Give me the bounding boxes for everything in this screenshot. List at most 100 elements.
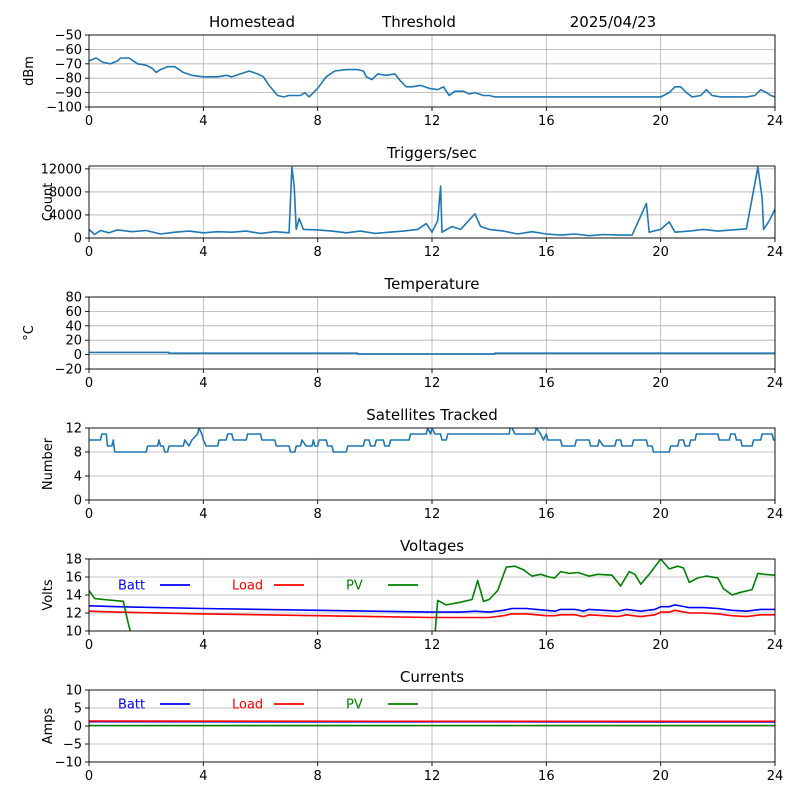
y-tick-label: −50	[55, 29, 82, 44]
x-tick-label: 20	[652, 245, 669, 260]
x-tick-label: 12	[424, 245, 441, 260]
x-tick-label: 20	[652, 638, 669, 653]
x-tick-label: 8	[314, 245, 322, 260]
x-tick-label: 12	[424, 114, 441, 129]
y-tick-label: 0	[74, 494, 82, 509]
y-tick-label: 12	[65, 607, 82, 622]
x-tick-label: 12	[424, 507, 441, 522]
y-tick-label: −5	[63, 738, 82, 753]
series-line	[89, 57, 775, 98]
x-tick-label: 24	[767, 638, 784, 653]
chart-panel: 0 4 8 12 16 20 24 10 12 14 16 18 Voltages Volts Batt Lo…	[41, 537, 783, 653]
y-tick-label: 8000	[49, 185, 82, 200]
x-tick-label: 0	[85, 769, 93, 784]
y-tick-label: 10	[65, 684, 82, 699]
y-tick-label: 5	[74, 702, 82, 717]
x-tick-label: 4	[199, 376, 207, 391]
series-line-load	[89, 609, 775, 619]
x-tick-label: 24	[767, 245, 784, 260]
chart-panel: 0 4 8 12 16 20 24 −10 −5 0 5 10 Currents Amps Batt Load…	[41, 668, 783, 784]
x-tick-label: 16	[538, 769, 555, 784]
y-tick-label: 4	[74, 470, 82, 485]
x-tick-label: 4	[199, 769, 207, 784]
legend-label: PV	[346, 579, 363, 594]
y-tick-label: 20	[65, 334, 82, 349]
y-tick-label: 60	[65, 305, 82, 320]
y-tick-label: 40	[65, 319, 82, 334]
y-tick-label: −60	[55, 43, 82, 58]
x-tick-label: 8	[314, 769, 322, 784]
series-line-pv	[89, 559, 775, 631]
y-tick-label: 10	[65, 625, 82, 640]
y-tick-label: 16	[65, 571, 82, 586]
x-tick-label: 24	[767, 769, 784, 784]
chart-title: Triggers/sec	[386, 144, 477, 162]
legend-label: PV	[346, 698, 363, 713]
y-tick-label: 0	[74, 720, 82, 735]
series-line	[89, 351, 775, 355]
y-tick-label: 80	[65, 291, 82, 306]
y-tick-label: −100	[46, 101, 82, 116]
y-axis-label: Amps	[41, 707, 56, 744]
x-tick-label: 4	[199, 114, 207, 129]
y-axis-label: dBm	[22, 56, 37, 86]
x-tick-label: 4	[199, 507, 207, 522]
x-tick-label: 0	[85, 114, 93, 129]
x-tick-label: 12	[424, 638, 441, 653]
chart-panel: 0 4 8 12 16 20 24 0 4 8 12 Satellites Tracked Number	[41, 406, 783, 522]
y-tick-label: 4000	[49, 208, 82, 223]
chart-title: Voltages	[400, 537, 464, 555]
y-axis-label: °C	[22, 325, 37, 341]
series-line	[89, 166, 775, 237]
x-tick-label: 20	[652, 376, 669, 391]
x-tick-label: 8	[314, 507, 322, 522]
legend-label: Load	[232, 579, 263, 594]
x-tick-label: 8	[314, 114, 322, 129]
x-tick-label: 8	[314, 638, 322, 653]
x-tick-label: 16	[538, 638, 555, 653]
x-tick-label: 24	[767, 376, 784, 391]
legend-label: Batt	[118, 579, 145, 594]
x-tick-label: 20	[652, 507, 669, 522]
y-tick-label: 0	[74, 348, 82, 363]
y-tick-label: −90	[55, 86, 82, 101]
y-tick-label: −80	[55, 72, 82, 87]
x-tick-label: 4	[199, 638, 207, 653]
header-metric: Threshold	[381, 13, 456, 31]
x-tick-label: 4	[199, 245, 207, 260]
y-tick-label: 0	[74, 232, 82, 247]
x-tick-label: 16	[538, 507, 555, 522]
x-tick-label: 16	[538, 245, 555, 260]
x-tick-label: 24	[767, 507, 784, 522]
x-tick-label: 0	[85, 376, 93, 391]
y-axis-label: Number	[41, 437, 56, 490]
x-tick-label: 0	[85, 507, 93, 522]
y-tick-label: 8	[74, 446, 82, 461]
legend-label: Load	[232, 698, 263, 713]
x-tick-label: 12	[424, 376, 441, 391]
x-tick-label: 20	[652, 114, 669, 129]
x-tick-label: 0	[85, 245, 93, 260]
y-tick-label: 18	[65, 553, 82, 568]
legend-label: Batt	[118, 698, 145, 713]
y-tick-label: 12	[65, 422, 82, 437]
chart-panel: 0 4 8 12 16 20 24 0 4000 8000 12000 Triggers/sec Cou…	[41, 144, 784, 260]
x-tick-label: 8	[314, 376, 322, 391]
chart-title: Temperature	[383, 275, 479, 293]
chart-panel: 0 4 8 12 16 20 24 −100−90−80−70−60−50 dBm	[22, 29, 783, 130]
y-tick-label: −10	[55, 756, 82, 771]
x-tick-label: 16	[538, 114, 555, 129]
series-line-batt	[89, 604, 775, 613]
header-station: Homestead	[209, 13, 295, 31]
x-tick-label: 16	[538, 376, 555, 391]
x-tick-label: 0	[85, 638, 93, 653]
y-tick-label: 12000	[41, 162, 82, 177]
x-tick-label: 20	[652, 769, 669, 784]
y-axis-label: Volts	[41, 579, 56, 611]
y-axis-label: Count	[41, 183, 56, 222]
y-tick-label: −20	[55, 363, 82, 378]
header-date: 2025/04/23	[570, 13, 656, 31]
chart-title: Currents	[400, 668, 464, 686]
